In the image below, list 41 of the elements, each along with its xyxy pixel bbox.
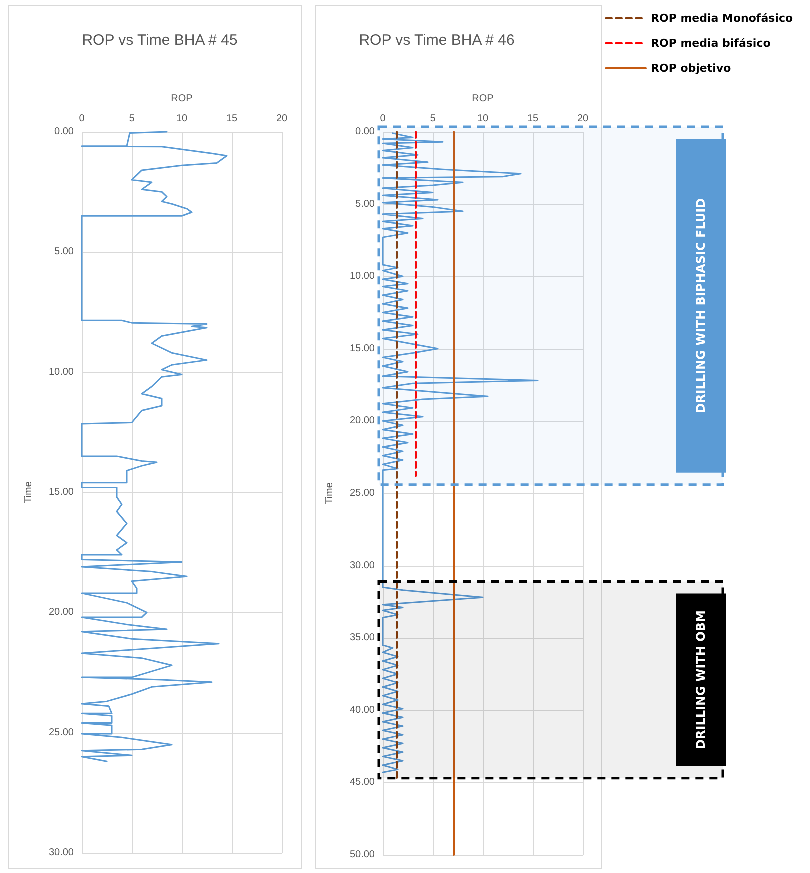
x-tick-label: 5 [430,114,436,124]
y-tick-label: 25.00 [350,488,376,499]
x-axis-title: ROP [171,94,194,104]
legend-label: ROP objetivo [651,62,732,75]
y-tick-label: 20.00 [350,416,376,427]
y-tick-label: 15.00 [350,343,376,354]
legend-label: ROP media Monofásico [651,12,794,25]
y-tick-label: 0.00 [54,126,74,138]
chart-title: ROP vs Time BHA # 46 [359,32,515,49]
band-label: DRILLING WITH OBM [694,610,708,750]
legend-label: ROP media bifásico [651,37,772,50]
x-tick-label: 10 [176,114,188,124]
x-tick-label: 20 [577,114,589,124]
y-axis-title: Time [324,482,336,504]
y-tick-label: 35.00 [350,632,376,644]
y-tick-label: 40.00 [350,704,376,716]
y-tick-label: 10.00 [48,366,74,378]
y-tick-label: 30.00 [48,848,74,858]
line-series [81,131,228,762]
x-tick-label: 0 [380,114,386,124]
chart-title: ROP vs Time BHA # 45 [82,32,238,49]
x-axis-title: ROP [472,94,494,104]
y-tick-label: 15.00 [48,487,74,498]
y-tick-label: 0.00 [356,126,376,138]
y-tick-label: 30.00 [350,560,376,572]
x-tick-label: 10 [477,114,489,124]
x-tick-label: 15 [527,114,539,124]
line-series [382,132,539,774]
x-tick-label: 15 [226,114,238,124]
y-tick-label: 25.00 [48,727,74,738]
x-tick-label: 5 [129,114,136,124]
y-axis-title: Time [24,481,34,504]
band-label: DRILLING WITH BIPHASIC FLUID [694,198,708,414]
y-tick-label: 5.00 [54,246,74,258]
x-tick-label: 0 [79,114,86,124]
x-tick-label: 20 [276,114,288,124]
y-tick-label: 10.00 [350,271,376,282]
y-tick-label: 20.00 [48,607,74,618]
y-tick-label: 45.00 [350,777,376,788]
y-tick-label: 5.00 [356,198,376,210]
y-tick-label: 50.00 [350,850,376,860]
